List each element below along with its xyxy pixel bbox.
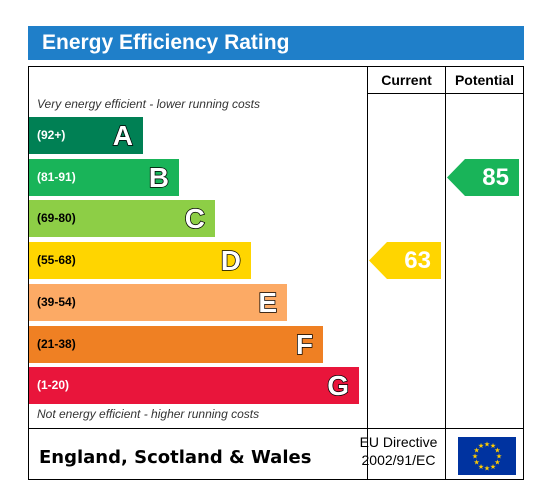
svg-text:★: ★ <box>484 465 490 473</box>
band-d: (55-68) D <box>29 242 251 279</box>
svg-text:★: ★ <box>496 453 502 461</box>
footer-divider <box>29 428 523 429</box>
svg-text:★: ★ <box>478 442 484 450</box>
band-range-g: (1-20) <box>37 378 70 392</box>
directive-line2: 2002/91/EC <box>361 452 436 468</box>
band-range-b: (81-91) <box>37 170 76 184</box>
footer-region: England, Scotland & Wales <box>39 447 312 468</box>
title-bar: Energy Efficiency Rating <box>28 26 524 60</box>
current-rating-value: 63 <box>404 247 431 274</box>
chart-title: Energy Efficiency Rating <box>42 31 290 54</box>
svg-text:★: ★ <box>494 447 500 455</box>
band-e: (39-54) E <box>29 284 287 321</box>
header-underline <box>367 93 523 94</box>
column-header-current: Current <box>381 72 432 88</box>
column-header-potential: Potential <box>454 72 515 88</box>
svg-text:★: ★ <box>490 463 496 471</box>
band-a: (92+) A <box>29 117 143 154</box>
band-letter-d: D <box>220 244 242 277</box>
band-letter-b: B <box>148 161 170 194</box>
svg-text:★: ★ <box>472 453 478 461</box>
band-range-a: (92+) <box>37 128 66 142</box>
potential-rating-value: 85 <box>482 164 509 191</box>
band-g: (1-20) G <box>29 367 359 404</box>
current-rating-pointer: 63 <box>369 242 441 279</box>
top-note: Very energy efficient - lower running co… <box>37 97 260 111</box>
band-c: (69-80) C <box>29 200 215 237</box>
band-b: (81-91) B <box>29 159 179 196</box>
band-letter-f: F <box>295 328 314 361</box>
band-range-c: (69-80) <box>37 211 76 225</box>
band-letter-g: G <box>326 369 349 402</box>
divider-current <box>367 67 368 479</box>
footer-directive: EU Directive 2002/91/EC <box>351 433 446 469</box>
rating-table: Current Potential Very energy efficient … <box>28 66 524 480</box>
footer-flag-divider <box>445 428 446 479</box>
band-range-f: (21-38) <box>37 337 76 351</box>
svg-text:★: ★ <box>490 442 496 450</box>
eu-flag-icon: ★ ★ ★ ★ ★ ★ ★ ★ ★ ★ ★ ★ <box>458 437 516 475</box>
band-f: (21-38) F <box>29 326 323 363</box>
svg-text:★: ★ <box>478 463 484 471</box>
divider-potential <box>445 67 446 479</box>
svg-text:★: ★ <box>494 459 500 467</box>
svg-text:★: ★ <box>484 441 490 449</box>
band-range-e: (39-54) <box>37 295 76 309</box>
band-letter-c: C <box>184 202 206 235</box>
bottom-note: Not energy efficient - higher running co… <box>37 407 260 421</box>
svg-text:★: ★ <box>473 447 479 455</box>
band-letter-a: A <box>112 119 134 152</box>
svg-text:★: ★ <box>473 459 479 467</box>
directive-line1: EU Directive <box>359 434 438 450</box>
band-letter-e: E <box>258 286 278 319</box>
potential-rating-pointer: 85 <box>447 159 519 196</box>
band-range-d: (55-68) <box>37 253 76 267</box>
